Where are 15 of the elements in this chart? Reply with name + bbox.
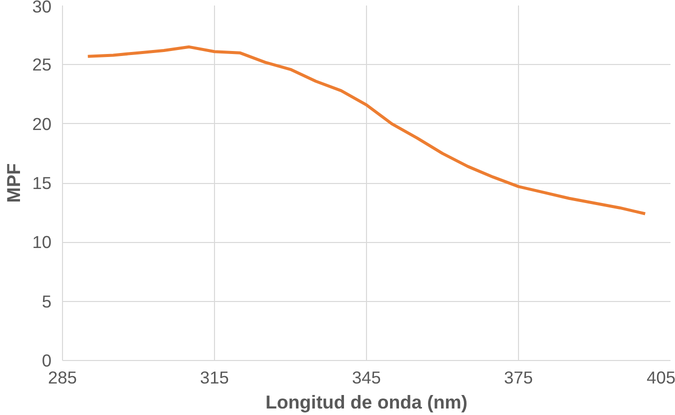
y-tick-label: 0 [42, 350, 52, 370]
x-tick-label: 315 [200, 368, 229, 388]
y-tick-label: 5 [42, 291, 52, 312]
line-series [86, 45, 647, 216]
y-tick-label: 30 [32, 0, 52, 16]
x-tick-label: 345 [352, 368, 381, 388]
y-tick-label: 25 [32, 54, 52, 75]
y-tick-label: 10 [32, 232, 52, 252]
y-tick-label: 15 [32, 173, 52, 193]
y-tick-label: 20 [32, 114, 52, 134]
x-tick-label: 285 [48, 368, 77, 388]
x-axis-title: Longitud de onda (nm) [265, 392, 468, 412]
y-axis-title: MPF [3, 163, 24, 203]
x-tick-label: 375 [504, 368, 533, 388]
x-tick-label: 405 [646, 368, 675, 388]
